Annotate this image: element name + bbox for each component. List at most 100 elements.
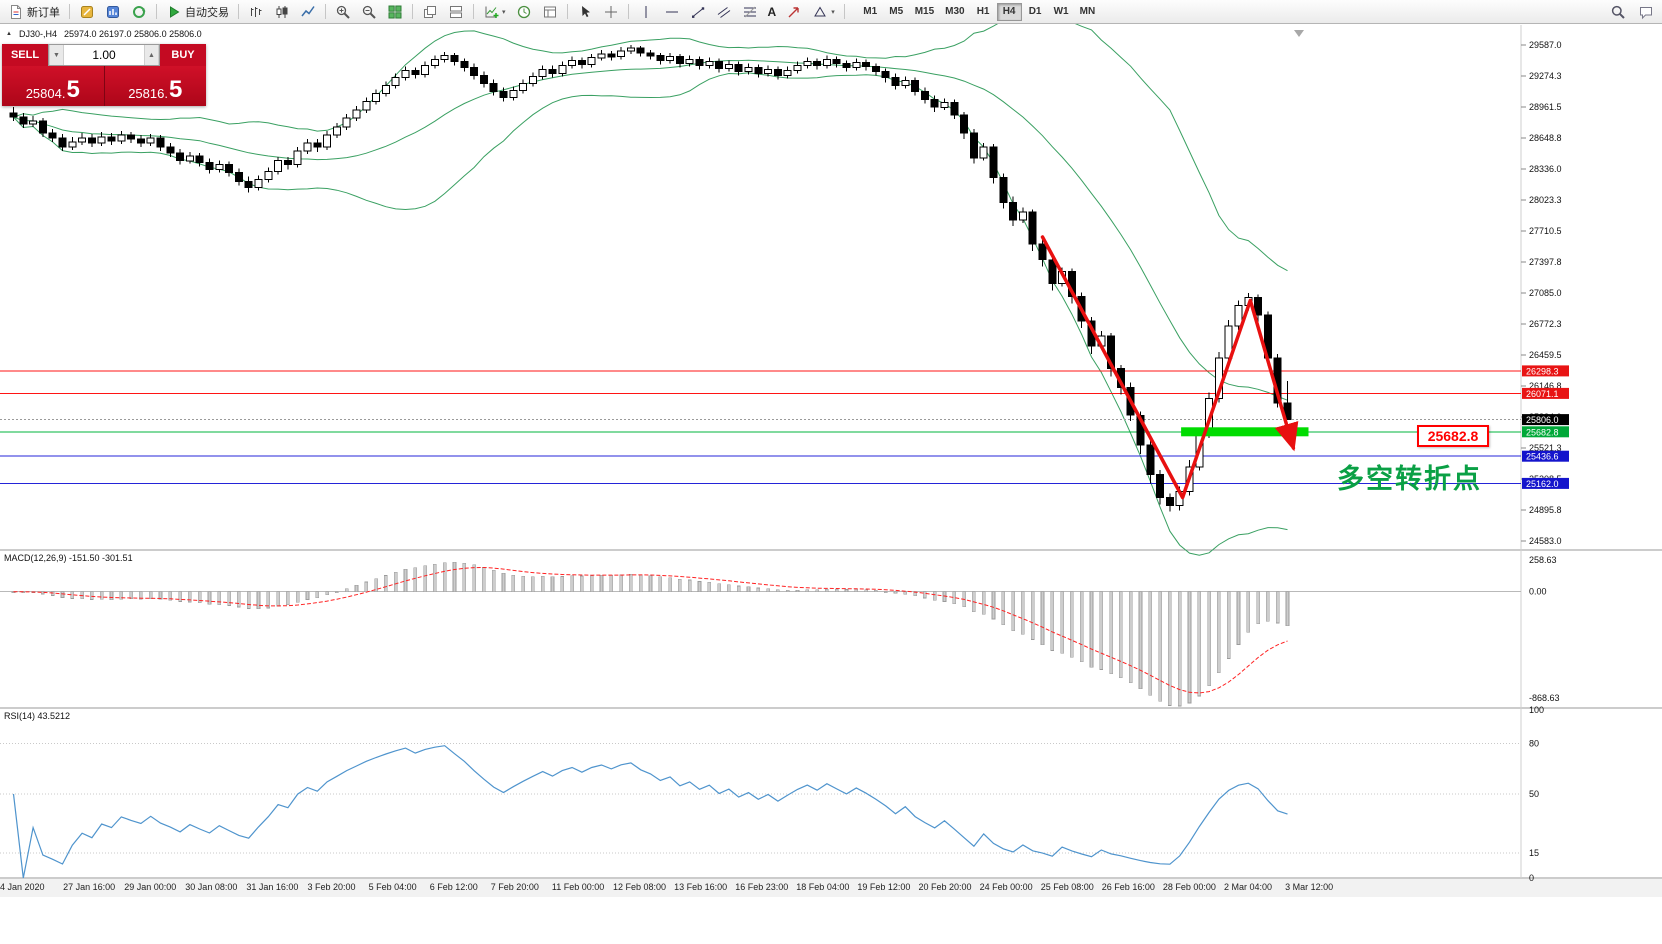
svg-text:15: 15 bbox=[1529, 848, 1539, 858]
data-window-icon bbox=[543, 6, 556, 17]
data-window-button[interactable] bbox=[538, 2, 562, 22]
svg-text:24 Feb 00:00: 24 Feb 00:00 bbox=[980, 882, 1033, 892]
turning-point-note[interactable]: 多空转折点 bbox=[1337, 464, 1482, 494]
macd-axis[interactable]: 258.63 0.00 -868.63 bbox=[1529, 555, 1560, 703]
trendline-tool-button[interactable] bbox=[686, 2, 710, 22]
price-axis[interactable]: 29587.0 29274.3 28961.5 28648.8 28336.0 28023… bbox=[1521, 40, 1562, 546]
rsi-axis[interactable]: 100 80 50 15 0 bbox=[1529, 705, 1544, 883]
horizontal-level-lines[interactable] bbox=[0, 370, 1521, 484]
refresh-button[interactable] bbox=[127, 2, 151, 22]
svg-text:30 Jan 08:00: 30 Jan 08:00 bbox=[185, 882, 237, 892]
zoom-out-button[interactable] bbox=[357, 2, 381, 22]
sell-price[interactable]: 25804. 5 bbox=[2, 66, 105, 106]
timeframe-h4-button[interactable]: H4 bbox=[996, 2, 1022, 21]
auto-trading-label: 自动交易 bbox=[185, 6, 229, 19]
svg-text:28336.0: 28336.0 bbox=[1529, 164, 1562, 174]
svg-text:26146.8: 26146.8 bbox=[1529, 381, 1562, 391]
svg-text:12 Feb 08:00: 12 Feb 08:00 bbox=[613, 882, 666, 892]
svg-text:29 Jan 00:00: 29 Jan 00:00 bbox=[124, 882, 176, 892]
chart-plot-area[interactable] bbox=[0, 25, 1521, 878]
auto-trading-button[interactable]: 自动交易 bbox=[162, 2, 233, 22]
svg-text:27 Jan 16:00: 27 Jan 16:00 bbox=[63, 882, 115, 892]
volume-increase-button[interactable]: ▲ bbox=[144, 45, 159, 65]
one-click-trading-panel: SELL ▼ 1.00 ▲ BUY 25804. 5 25816. 5 bbox=[2, 44, 206, 106]
rsi-line bbox=[12, 745, 1288, 879]
toolbar-separator bbox=[843, 4, 845, 19]
candlesticks bbox=[9, 45, 1292, 512]
cascade-windows-button[interactable] bbox=[418, 2, 442, 22]
toolbar-separator bbox=[238, 4, 239, 19]
new-chart-icon bbox=[485, 6, 499, 18]
svg-text:25806.0: 25806.0 bbox=[1526, 415, 1559, 425]
fibonacci-tool-button[interactable] bbox=[738, 2, 762, 22]
timeframe-m1-button[interactable]: M1 bbox=[863, 6, 878, 17]
buy-price[interactable]: 25816. 5 bbox=[105, 66, 207, 106]
crosshair-tool-button[interactable] bbox=[599, 2, 623, 22]
search-button[interactable] bbox=[1606, 2, 1630, 22]
chat-button[interactable] bbox=[1634, 2, 1658, 22]
buy-button[interactable]: BUY bbox=[160, 44, 206, 66]
zoom-in-button[interactable] bbox=[331, 2, 355, 22]
rsi-indicator-label: RSI(14) 43.5212 bbox=[4, 711, 71, 721]
support-highlight-bar[interactable] bbox=[1181, 427, 1309, 437]
toolbar-separator bbox=[325, 4, 326, 19]
trendline-icon bbox=[691, 6, 704, 18]
volume-decrease-button[interactable]: ▼ bbox=[49, 45, 64, 65]
timeframe-m30-button[interactable]: M30 bbox=[945, 6, 965, 17]
volume-value[interactable]: 1.00 bbox=[92, 48, 116, 62]
tile-windows-button[interactable] bbox=[383, 2, 407, 22]
time-axis[interactable]: 24 Jan 2020 27 Jan 16:00 29 Jan 00:00 30 Ja… bbox=[0, 882, 1333, 892]
trend-zigzag-line[interactable] bbox=[1040, 235, 1299, 500]
svg-text:24895.8: 24895.8 bbox=[1529, 505, 1562, 515]
dropdown-caret-icon: ▾ bbox=[502, 8, 506, 16]
text-tool-button[interactable]: A bbox=[764, 2, 781, 22]
line-chart-icon bbox=[301, 5, 315, 16]
svg-text:28648.8: 28648.8 bbox=[1529, 133, 1562, 143]
toolbar-separator bbox=[473, 4, 474, 19]
editor-button[interactable] bbox=[75, 2, 99, 22]
svg-text:50: 50 bbox=[1529, 789, 1539, 799]
macd-indicator-label: MACD(12,26,9) -151.50 -301.51 bbox=[4, 553, 133, 563]
time-axis-strip[interactable] bbox=[0, 879, 1662, 897]
chart-shift-marker-icon[interactable] bbox=[1294, 30, 1304, 37]
candlestick-chart-button[interactable] bbox=[270, 2, 294, 22]
cursor-tool-button[interactable] bbox=[573, 2, 597, 22]
timeframe-d1-button[interactable]: D1 bbox=[1028, 6, 1042, 17]
new-chart-button[interactable]: ▾ bbox=[479, 2, 510, 22]
editor-icon bbox=[81, 5, 93, 18]
new-order-button[interactable]: 新订单 bbox=[4, 2, 64, 22]
svg-text:2 Mar 04:00: 2 Mar 04:00 bbox=[1224, 882, 1272, 892]
arrows-tool-button[interactable] bbox=[782, 2, 806, 22]
svg-text:25682.8: 25682.8 bbox=[1526, 427, 1559, 437]
vertical-line-tool-button[interactable] bbox=[634, 2, 658, 22]
price-callout-label[interactable]: 25682.8 bbox=[1417, 425, 1489, 447]
svg-text:16 Feb 23:00: 16 Feb 23:00 bbox=[735, 882, 788, 892]
buy-price-pip: 5 bbox=[168, 76, 183, 104]
timeframe-toolbar: M1 M5 M15 M30 H1 H4 D1 W1 MN bbox=[858, 2, 1100, 21]
sell-button[interactable]: SELL bbox=[2, 44, 48, 66]
svg-text:29587.0: 29587.0 bbox=[1529, 40, 1562, 50]
profiles-button[interactable] bbox=[101, 2, 125, 22]
chart-symbol-info: ▲ DJ30-,H4 25974.0 26197.0 25806.0 25806… bbox=[6, 29, 202, 39]
toolbar-separator bbox=[566, 4, 568, 19]
toolbar-separator bbox=[412, 4, 413, 19]
shapes-tool-button[interactable]: ▾ bbox=[808, 2, 839, 22]
horizontal-line-tool-button[interactable] bbox=[660, 2, 684, 22]
period-clock-button[interactable] bbox=[512, 2, 536, 22]
svg-text:0: 0 bbox=[1529, 873, 1534, 883]
line-chart-button[interactable] bbox=[296, 2, 320, 22]
timeframe-mn-button[interactable]: MN bbox=[1079, 6, 1096, 17]
svg-text:20 Feb 20:00: 20 Feb 20:00 bbox=[919, 882, 972, 892]
tile-horizontal-button[interactable] bbox=[444, 2, 468, 22]
channel-tool-button[interactable] bbox=[712, 2, 736, 22]
svg-text:28961.5: 28961.5 bbox=[1529, 102, 1562, 112]
chat-icon bbox=[1640, 6, 1652, 19]
bar-chart-button[interactable] bbox=[244, 2, 268, 22]
timeframe-w1-button[interactable]: W1 bbox=[1053, 6, 1069, 17]
play-icon bbox=[170, 5, 180, 18]
svg-text:0.00: 0.00 bbox=[1529, 587, 1547, 597]
timeframe-m15-button[interactable]: M15 bbox=[914, 6, 935, 17]
timeframe-m5-button[interactable]: M5 bbox=[889, 6, 904, 17]
timeframe-h1-button[interactable]: H1 bbox=[976, 6, 990, 17]
